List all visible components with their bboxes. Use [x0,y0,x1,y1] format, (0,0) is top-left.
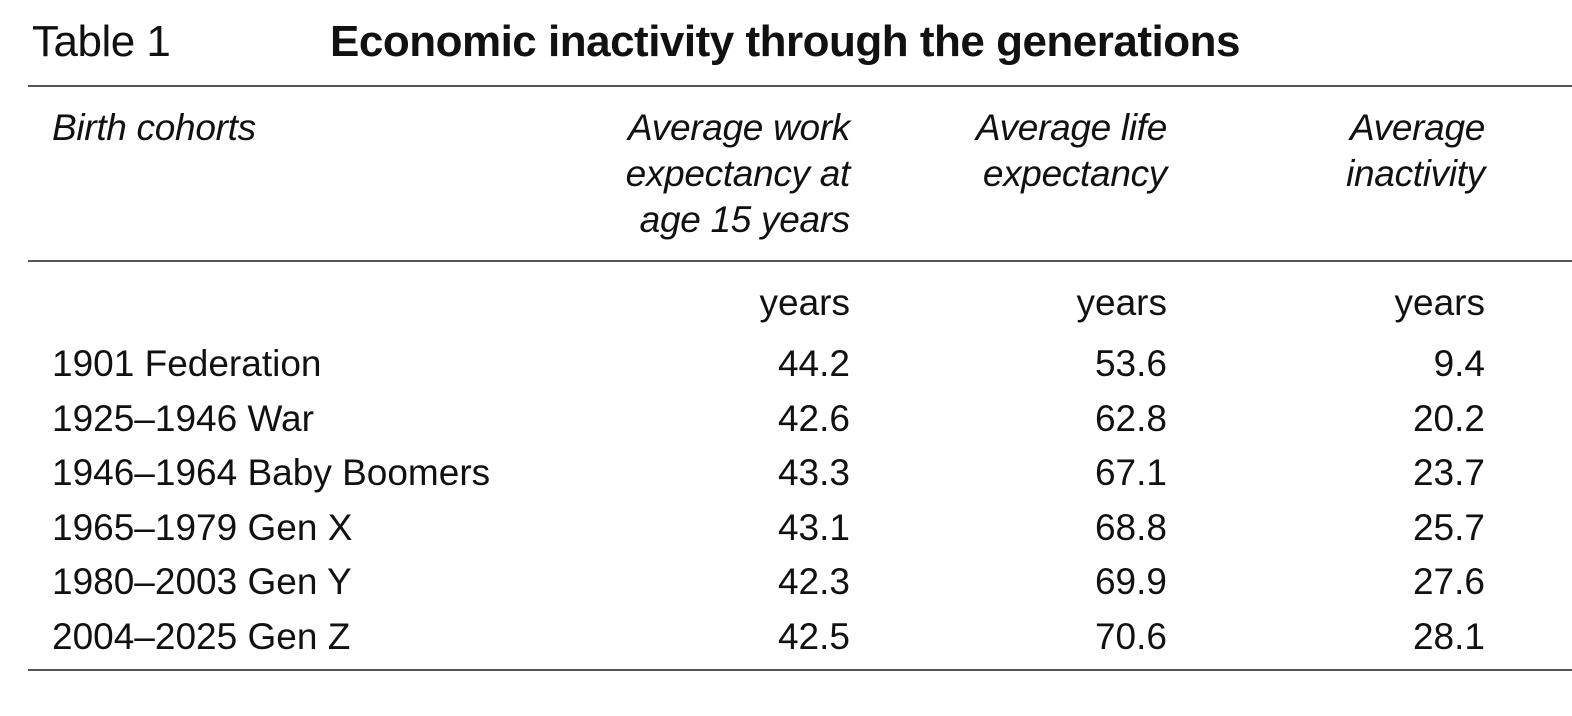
header-average-inactivity: Average inactivity [1260,105,1485,197]
cohort-cell: 2004–2025 Gen Z [52,615,351,657]
cohort-cell: 1925–1946 War [52,397,314,439]
cohort-cell: 1980–2003 Gen Y [52,561,352,603]
header-average-life-expectancy: Average life expectancy [900,105,1167,197]
cohort-cell: 1901 Federation [52,343,322,384]
inactivity-cell: 20.2 [1412,397,1485,439]
header-average-work-expectancy: Average work expectancy at age 15 years [560,105,851,243]
table-row: 1946–1964 Baby Boomers 43.3 67.1 23.7 [0,446,1572,501]
life-expectancy-cell: 68.8 [1094,506,1167,548]
work-expectancy-cell: 44.2 [777,343,850,384]
work-expectancy-cell: 42.6 [777,397,850,439]
life-expectancy-cell: 62.8 [1094,397,1167,439]
work-expectancy-cell: 42.5 [777,615,850,657]
header-work-line: age 15 years [639,199,851,240]
inactivity-cell: 28.1 [1412,615,1485,657]
table-body: 1901 Federation 44.2 53.6 9.4 1925–1946 … [0,337,1572,665]
inactivity-cell: 23.7 [1412,452,1485,494]
work-expectancy-cell: 43.3 [777,452,850,494]
life-expectancy-cell: 67.1 [1094,452,1167,494]
header-work-line: expectancy at [625,153,851,194]
header-life-line: Average life [975,107,1167,148]
inactivity-cell: 27.6 [1412,561,1485,603]
bottom-rule [28,669,1572,671]
life-expectancy-cell: 53.6 [1094,343,1167,384]
header-birth-cohorts: Birth cohorts [52,107,256,148]
cohort-cell: 1946–1964 Baby Boomers [52,452,491,494]
inactivity-cell: 25.7 [1412,506,1485,548]
units-row: years years years [0,280,1572,326]
header-work-line: Average work [628,107,850,148]
header-inactivity-line: Average [1349,107,1485,148]
life-expectancy-cell: 69.9 [1094,561,1167,603]
table-row: 1980–2003 Gen Y 42.3 69.9 27.6 [0,555,1572,610]
unit-inactivity: years [1394,282,1485,323]
unit-life: years [1076,282,1167,323]
table-row: 1965–1979 Gen X 43.1 68.8 25.7 [0,501,1572,556]
table-title: Economic inactivity through the generati… [330,17,1240,66]
work-expectancy-cell: 43.1 [777,506,850,548]
work-expectancy-cell: 42.3 [777,561,850,603]
inactivity-cell: 9.4 [1433,343,1485,384]
header-rule [28,260,1572,262]
unit-work: years [759,282,850,323]
table-row: 1925–1946 War 42.6 62.8 20.2 [0,392,1572,447]
top-rule [28,85,1572,87]
header-inactivity-line: inactivity [1346,153,1485,194]
header-life-line: expectancy [982,153,1167,194]
life-expectancy-cell: 70.6 [1094,615,1167,657]
table-row: 1901 Federation 44.2 53.6 9.4 [0,337,1572,392]
table-label: Table 1 [32,17,171,66]
table-row: 2004–2025 Gen Z 42.5 70.6 28.1 [0,610,1572,665]
cohort-cell: 1965–1979 Gen X [52,506,353,548]
